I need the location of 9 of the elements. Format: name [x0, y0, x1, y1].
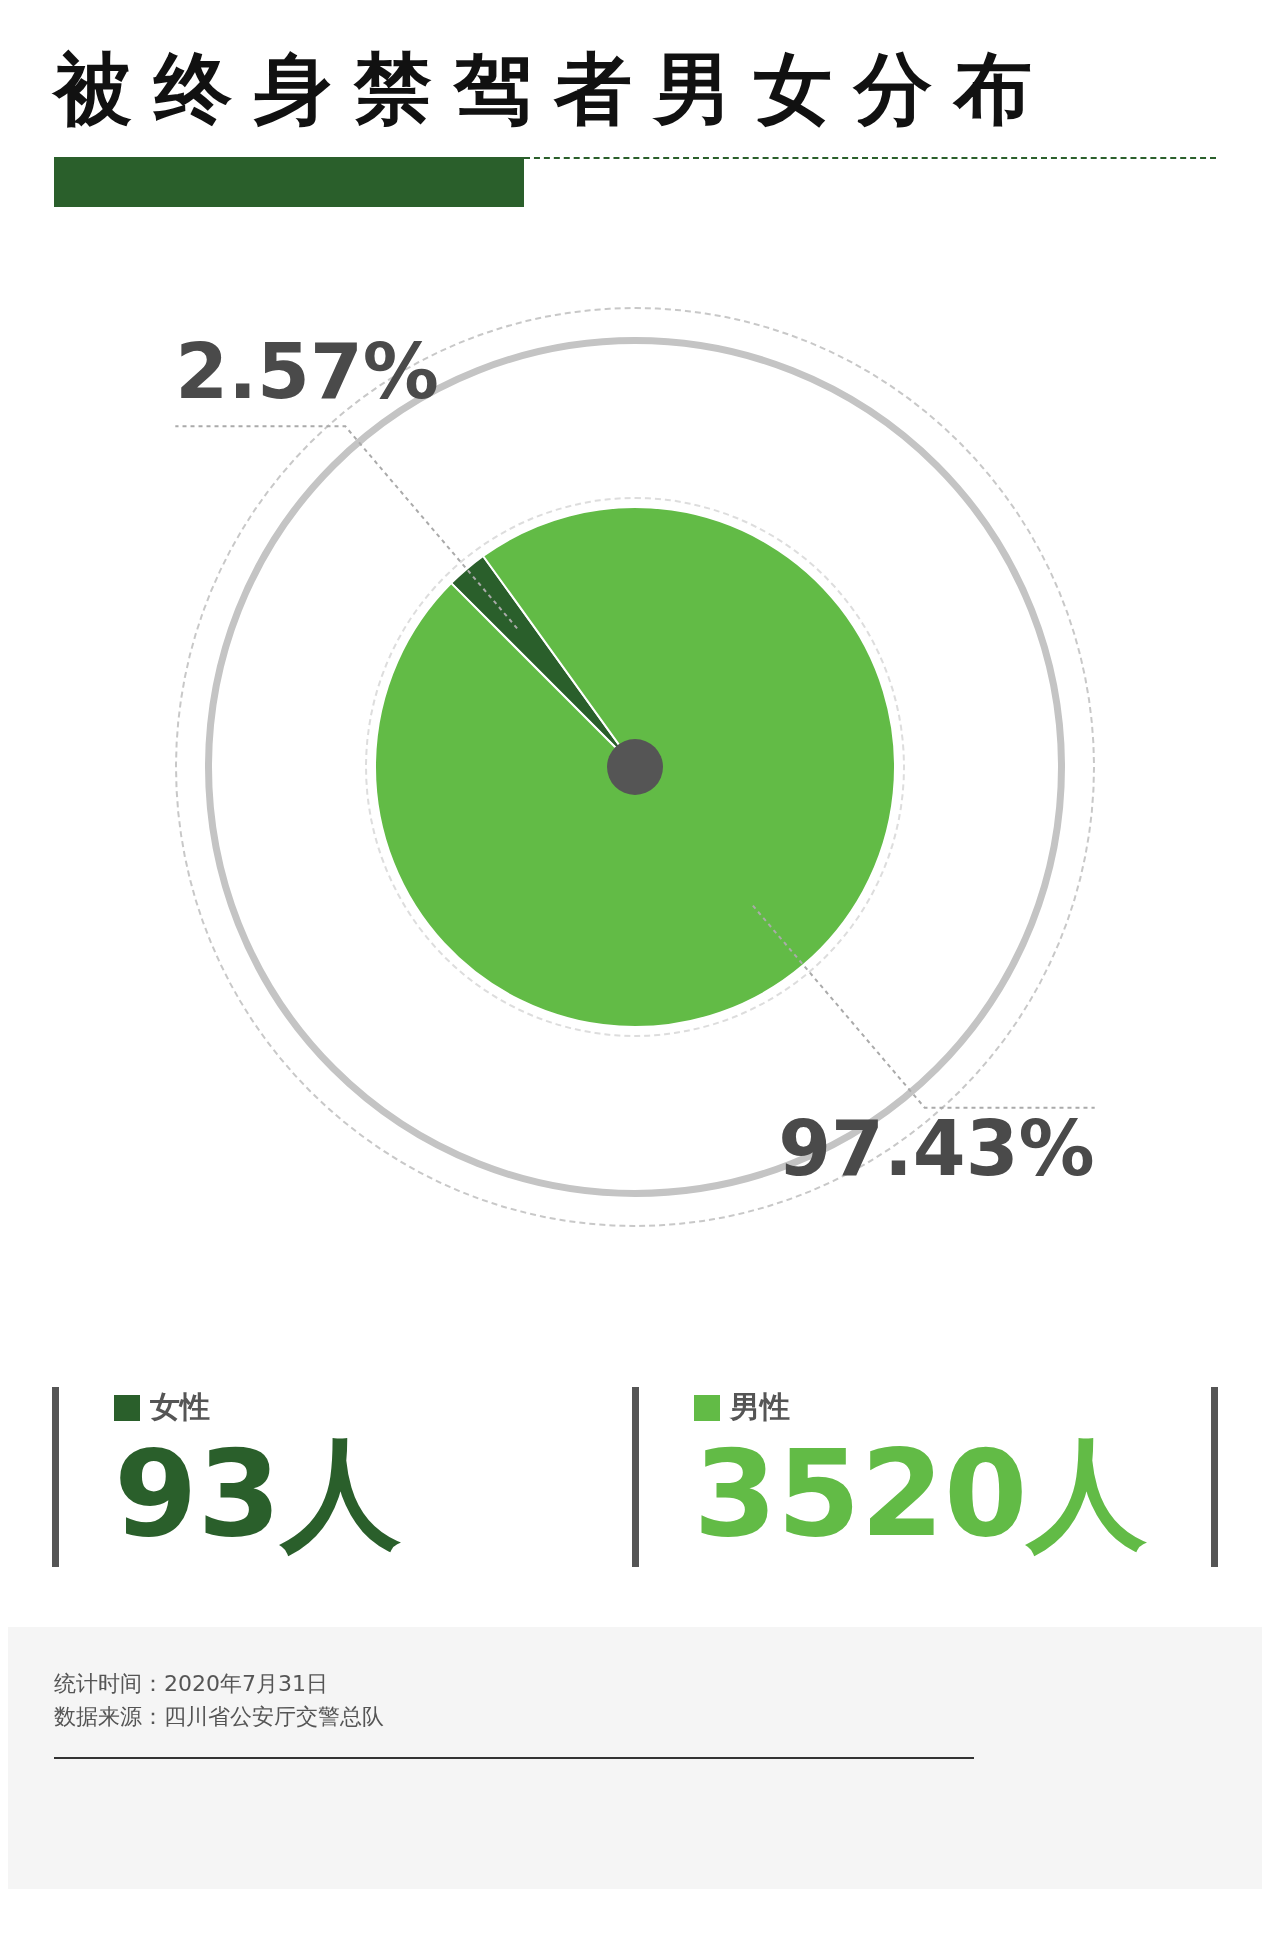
legend-label: 女性 — [150, 1388, 210, 1426]
chart-title: 被终身禁驾者男女分布 — [54, 43, 1055, 136]
legend-label: 男性 — [729, 1388, 790, 1426]
source-note: 数据来源：四川省公安厅交警总队 — [54, 1703, 385, 1731]
text: 统计时间：2020年7月31日 — [54, 1670, 329, 1698]
text: 93人 — [114, 1424, 402, 1563]
data-label: 2.57% — [175, 327, 439, 417]
text: 3520人 — [693, 1424, 1149, 1563]
data-label: 97.43% — [778, 1104, 1095, 1194]
